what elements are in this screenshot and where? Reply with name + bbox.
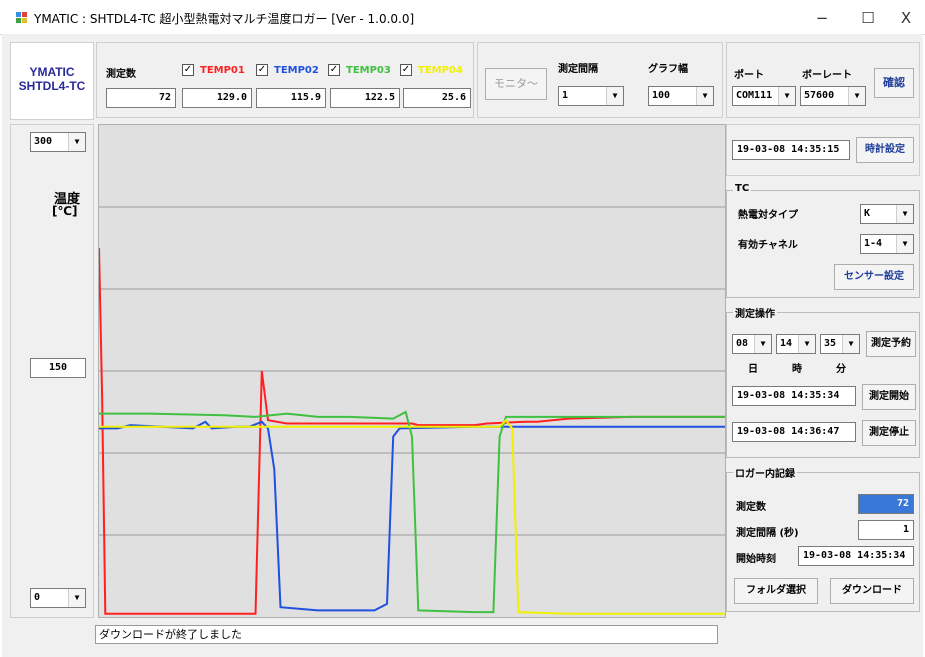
interval-value: 1 [562, 90, 569, 101]
hour-select[interactable]: 14 ▼ [776, 334, 816, 354]
tc-type-value: K [864, 208, 871, 219]
status-bar: ダウンロードが終了しました [95, 625, 718, 644]
start-button[interactable]: 測定開始 [862, 384, 916, 410]
app-logo: YMATIC SHTDL4-TC [10, 42, 94, 120]
tc-channel-value: 1-4 [864, 238, 883, 249]
temp03-value[interactable]: 122.5 [330, 88, 400, 108]
window-title: YMATIC : SHTDL4-TC 超小型熱電対マルチ温度ロガー [Ver -… [34, 12, 415, 26]
chevron-down-icon: ▼ [754, 335, 771, 353]
operation-group-title: 測定操作 [733, 305, 777, 320]
temp02-value[interactable]: 115.9 [256, 88, 326, 108]
chevron-down-icon: ▼ [696, 87, 713, 105]
logger-interval-field[interactable]: 1 [858, 520, 914, 540]
temperature-chart [98, 124, 726, 618]
chevron-down-icon: ▼ [606, 87, 623, 105]
y-min-select[interactable]: 0 ▼ [30, 588, 86, 608]
temp02-label: TEMP02 [274, 65, 319, 76]
hour-label: 時 [792, 364, 802, 375]
chevron-down-icon: ▼ [778, 87, 795, 105]
logger-count-label: 測定数 [736, 502, 766, 513]
temp03-label: TEMP03 [346, 65, 391, 76]
day-select[interactable]: 08 ▼ [732, 334, 772, 354]
chevron-down-icon: ▼ [896, 205, 913, 223]
y-max-value: 300 [34, 136, 53, 147]
graph-width-select[interactable]: 100 ▼ [648, 86, 714, 106]
temp03-checkbox[interactable]: ✓ [328, 64, 340, 76]
temp04-label: TEMP04 [418, 65, 463, 76]
tc-channel-label: 有効チャネル [738, 240, 798, 251]
minute-select[interactable]: 35 ▼ [820, 334, 860, 354]
chart-svg [98, 206, 725, 615]
temp04-value[interactable]: 25.6 [403, 88, 471, 108]
operation-group: 測定操作 [726, 305, 920, 458]
stop-button[interactable]: 測定停止 [862, 420, 916, 446]
close-button[interactable]: X [900, 9, 912, 27]
chevron-down-icon: ▼ [896, 235, 913, 253]
tc-type-label: 熱電対タイプ [738, 210, 798, 221]
baud-value: 57600 [804, 90, 835, 101]
port-select[interactable]: COM111 ▼ [732, 86, 796, 106]
day-label: 日 [748, 364, 758, 375]
tc-channel-select[interactable]: 1-4 ▼ [860, 234, 914, 254]
y-mid-value: 150 [30, 358, 86, 378]
stop-time-field[interactable]: 19-03-08 14:36:47 [732, 422, 856, 442]
logger-start-label: 開始時刻 [736, 554, 776, 565]
reserve-button[interactable]: 測定予約 [866, 331, 916, 357]
minute-value: 35 [824, 338, 837, 349]
graph-width-label: グラフ幅 [648, 64, 688, 75]
maximize-button[interactable]: ☐ [861, 9, 875, 27]
series-line-temp01 [98, 247, 725, 615]
tc-type-select[interactable]: K ▼ [860, 204, 914, 224]
temp01-checkbox[interactable]: ✓ [182, 64, 194, 76]
confirm-button[interactable]: 確認 [874, 68, 914, 98]
graph-width-value: 100 [652, 90, 671, 101]
chevron-down-icon: ▼ [68, 589, 85, 607]
port-value: COM111 [736, 90, 773, 101]
chevron-down-icon: ▼ [848, 87, 865, 105]
interval-select[interactable]: 1 ▼ [558, 86, 624, 106]
minimize-button[interactable]: − [815, 9, 829, 27]
clock-field[interactable]: 19-03-08 14:35:15 [732, 140, 850, 160]
chevron-down-icon: ▼ [68, 133, 85, 151]
logo-line-2: SHTDL4-TC [18, 79, 86, 93]
temp01-label: TEMP01 [200, 65, 245, 76]
interval-label: 測定間隔 [558, 64, 598, 75]
series-line-temp03 [99, 410, 725, 614]
baud-select[interactable]: 57600 ▼ [800, 86, 866, 106]
measure-count-label: 測定数 [106, 69, 136, 80]
app-icon [16, 12, 28, 24]
logger-count-field[interactable]: 72 [858, 494, 914, 514]
download-button[interactable]: ダウンロード [830, 578, 914, 604]
series-line-temp04 [99, 418, 725, 615]
port-label: ポート [734, 70, 764, 81]
temp01-value[interactable]: 129.0 [182, 88, 252, 108]
baud-label: ボーレート [802, 70, 852, 81]
sensor-settings-button[interactable]: センサー設定 [834, 264, 914, 290]
hour-value: 14 [780, 338, 793, 349]
logo-line-1: YMATIC [29, 65, 75, 79]
chevron-down-icon: ▼ [798, 335, 815, 353]
tc-group: TC [726, 183, 920, 298]
logger-interval-label: 測定間隔 (秒) [736, 528, 799, 539]
start-time-field[interactable]: 19-03-08 14:35:34 [732, 386, 856, 406]
y-axis-label-line1: 温度 [54, 192, 81, 207]
logger-group: ロガー内記録 [726, 465, 920, 612]
logger-group-title: ロガー内記録 [733, 465, 797, 480]
tc-group-title: TC [733, 183, 752, 194]
monitor-button[interactable]: モニタ～ [485, 68, 547, 100]
clock-set-button[interactable]: 時計設定 [856, 137, 914, 163]
y-axis-label-line2: [℃] [52, 204, 78, 218]
day-value: 08 [736, 338, 749, 349]
temp04-checkbox[interactable]: ✓ [400, 64, 412, 76]
y-max-select[interactable]: 300 ▼ [30, 132, 86, 152]
temp02-checkbox[interactable]: ✓ [256, 64, 268, 76]
minute-label: 分 [836, 364, 846, 375]
logger-start-field[interactable]: 19-03-08 14:35:34 [798, 546, 914, 566]
folder-select-button[interactable]: フォルダ選択 [734, 578, 818, 604]
y-min-value: 0 [34, 592, 41, 603]
measure-count-field[interactable]: 72 [106, 88, 176, 108]
chevron-down-icon: ▼ [842, 335, 859, 353]
